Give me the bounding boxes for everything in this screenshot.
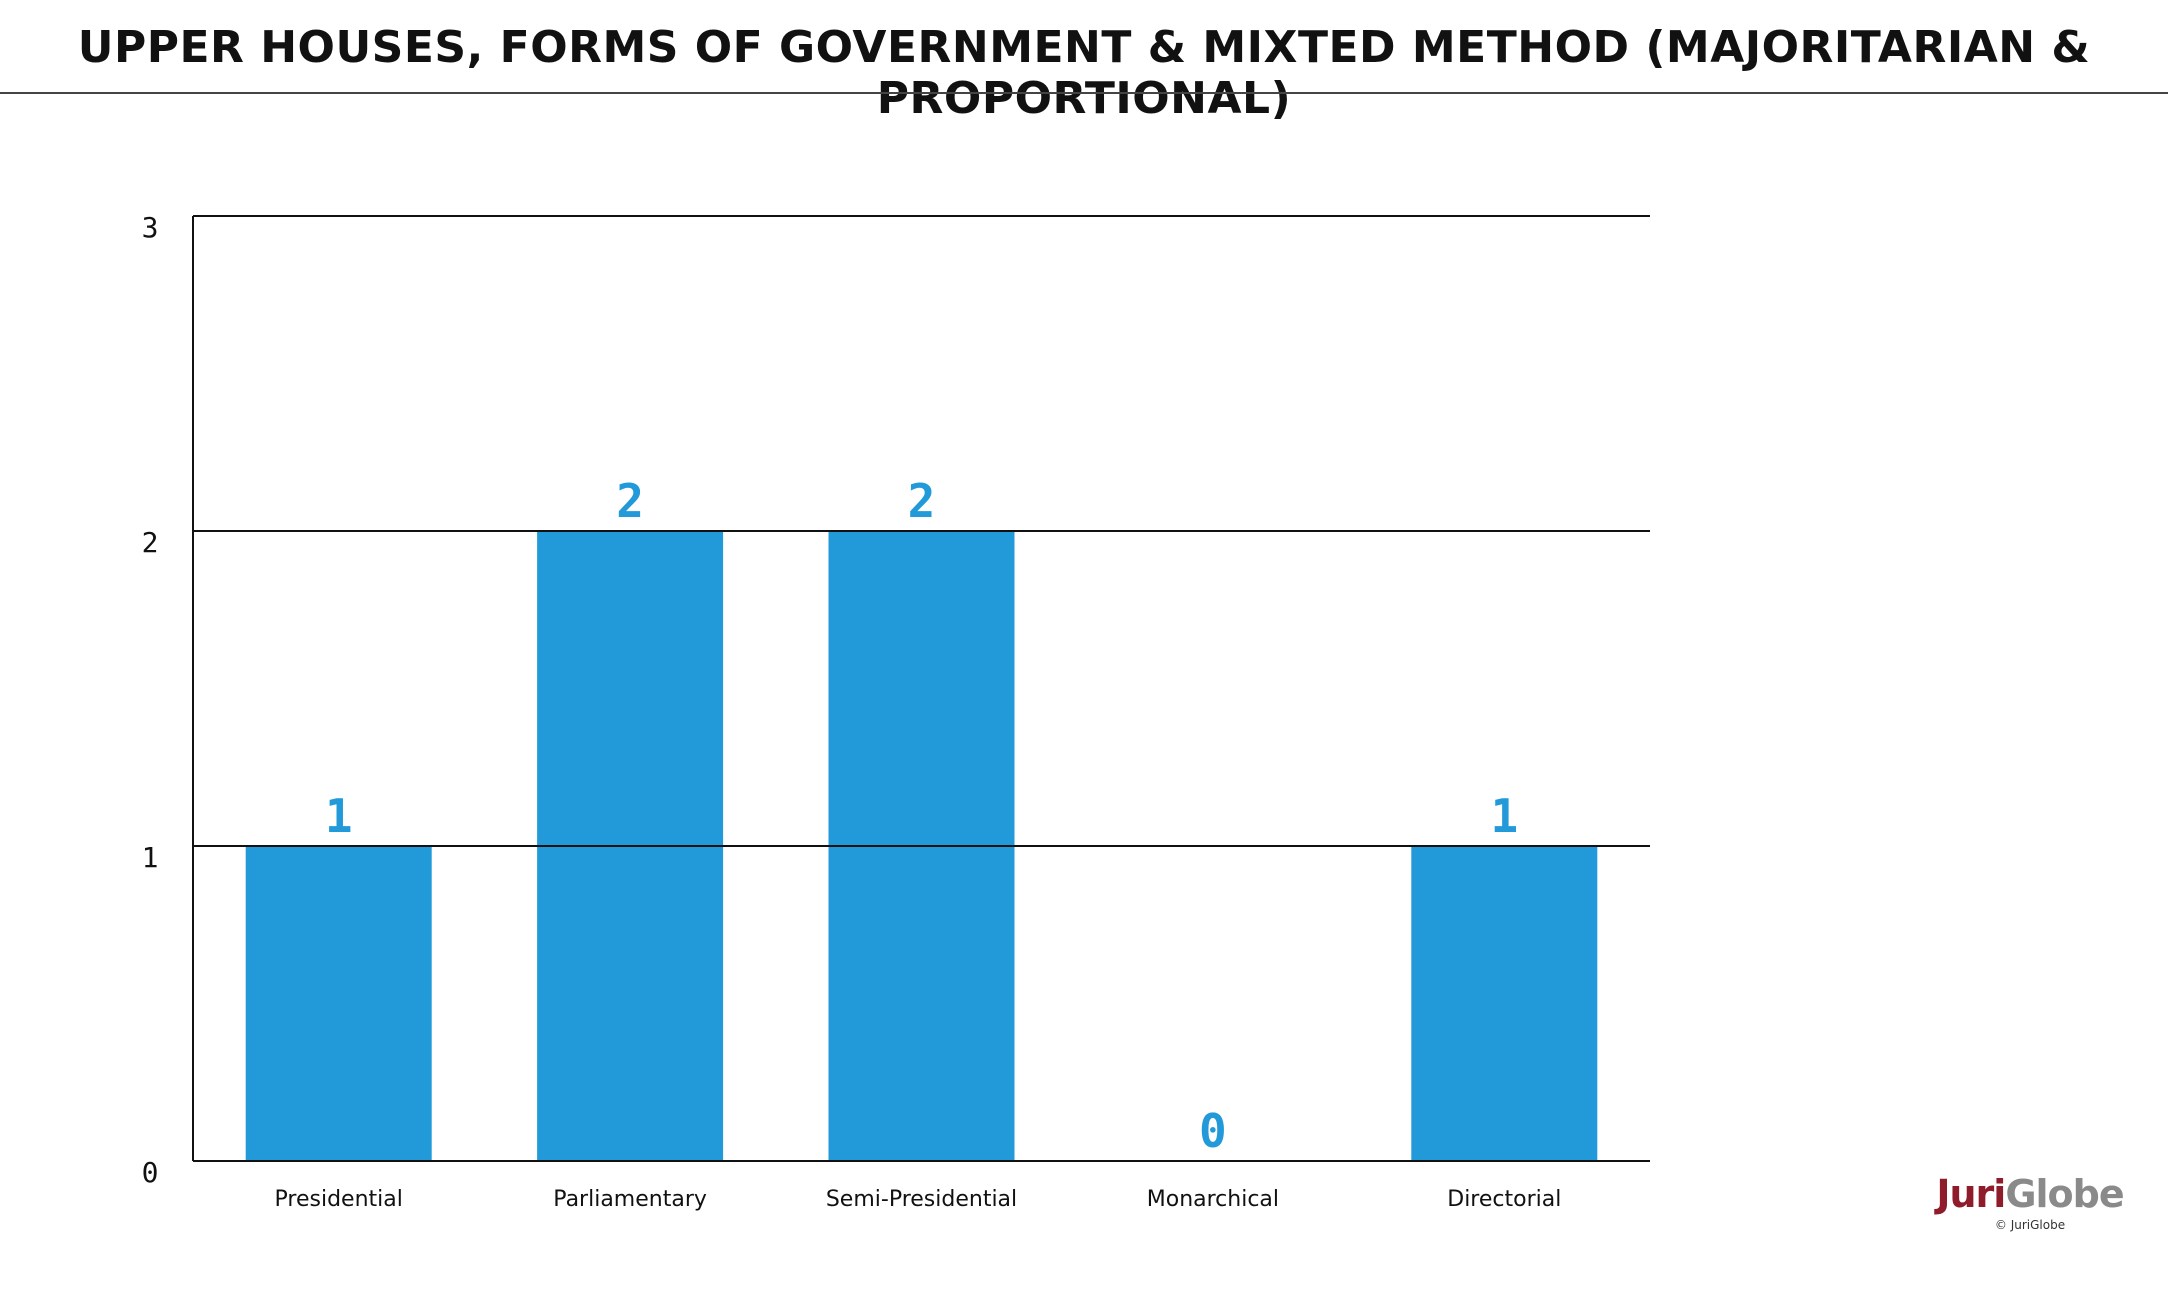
y-tick-label: 0 bbox=[142, 1156, 159, 1189]
y-tick-label: 1 bbox=[142, 841, 159, 874]
data-label: 1 bbox=[325, 789, 353, 843]
x-tick-label: Presidential bbox=[275, 1187, 403, 1212]
bar bbox=[1411, 846, 1598, 1161]
copyright-text: © JuriGlobe bbox=[1994, 1218, 2066, 1232]
logo-globe: Globe bbox=[2005, 1172, 2124, 1216]
title-divider bbox=[0, 92, 2168, 94]
juriglobe-logo: JuriGlobe © JuriGlobe bbox=[1920, 1172, 2140, 1232]
data-label: 2 bbox=[908, 474, 936, 528]
x-tick-label: Directorial bbox=[1447, 1187, 1561, 1212]
x-tick-label: Monarchical bbox=[1147, 1187, 1279, 1212]
x-tick-label: Parliamentary bbox=[553, 1187, 707, 1212]
y-tick-label: 3 bbox=[142, 211, 159, 244]
data-label: 1 bbox=[1490, 789, 1518, 843]
logo-wordmark: JuriGlobe bbox=[1920, 1172, 2140, 1216]
logo-juri: Juri bbox=[1936, 1172, 2006, 1216]
y-tick-label: 2 bbox=[142, 526, 159, 559]
chart-title: UPPER HOUSES, FORMS OF GOVERNMENT & MIXT… bbox=[77, 22, 2091, 124]
x-tick-label: Semi-Presidential bbox=[826, 1187, 1017, 1212]
data-label: 0 bbox=[1199, 1104, 1227, 1158]
data-label: 2 bbox=[616, 474, 644, 528]
bar bbox=[245, 846, 432, 1161]
